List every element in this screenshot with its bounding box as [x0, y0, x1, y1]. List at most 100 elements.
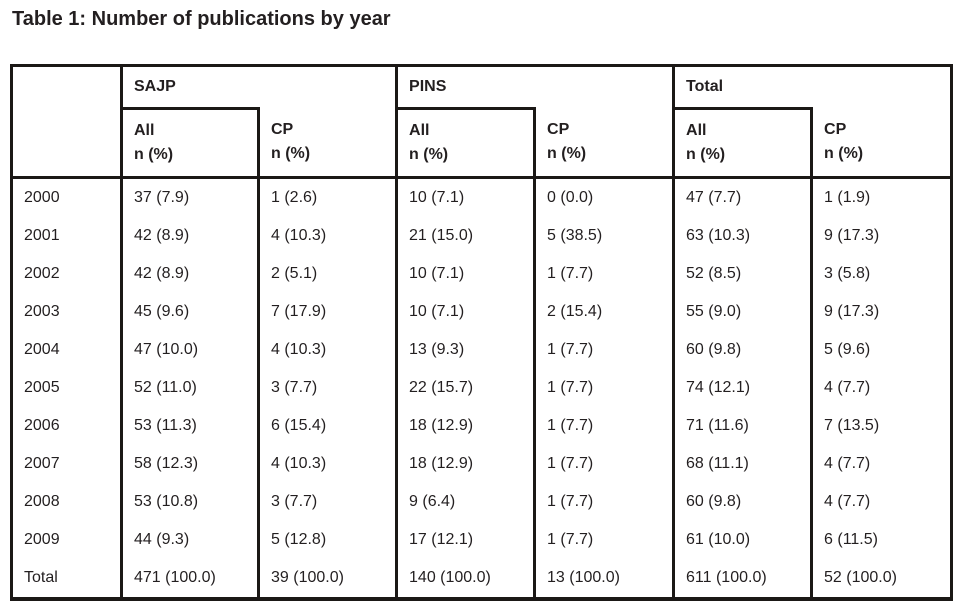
cell-total-cp: 1 (1.9) [810, 177, 952, 217]
cell-pins-all: 18 (12.9) [395, 407, 535, 445]
cell-sajp-all: 52 (11.0) [120, 369, 259, 407]
cell-total-all: 74 (12.1) [672, 369, 812, 407]
row-label-year: 2001 [24, 227, 60, 244]
cell-pins-cp: 5 (38.5) [533, 217, 674, 255]
cell-total-all: 71 (11.6) [672, 407, 812, 445]
cell-sajp-cp: 5 (12.8) [256, 521, 397, 559]
cell-sajp-all: 58 (12.3) [120, 445, 259, 483]
table-row: 2008 53 (10.8) 3 (7.7) 9 (6.4) 1 (7.7) 6… [12, 483, 952, 521]
table-row: 2005 52 (11.0) 3 (7.7) 22 (15.7) 1 (7.7)… [12, 369, 952, 407]
cell-sajp-cp: 3 (7.7) [256, 483, 397, 521]
column-group-total: Total [672, 65, 952, 109]
cell-pins-all-total: 140 (100.0) [395, 559, 535, 599]
publications-table: SAJP PINS Total All n (%) CP n (%) All n… [10, 64, 954, 601]
cell-sajp-all-total: 471 (100.0) [120, 559, 259, 599]
cell-sajp-cp: 3 (7.7) [256, 369, 397, 407]
cell-total-all: 60 (9.8) [672, 483, 812, 521]
cell-sajp-all: 53 (11.3) [120, 407, 259, 445]
cell-pins-cp-total: 13 (100.0) [533, 559, 674, 599]
subheader-total-all: All n (%) [672, 107, 812, 179]
row-label-year: 2003 [24, 303, 60, 320]
row-label-year: 2007 [24, 455, 60, 472]
cell-pins-cp: 1 (7.7) [533, 445, 674, 483]
table-row: 2001 42 (8.9) 4 (10.3) 21 (15.0) 5 (38.5… [12, 217, 952, 255]
table-row: 2007 58 (12.3) 4 (10.3) 18 (12.9) 1 (7.7… [12, 445, 952, 483]
table-body: 2000 37 (7.9) 1 (2.6) 10 (7.1) 0 (0.0) 4… [12, 177, 952, 599]
cell-pins-all: 10 (7.1) [395, 255, 535, 293]
cell-total-cp: 9 (17.3) [810, 293, 952, 331]
cell-total-cp: 9 (17.3) [810, 217, 952, 255]
table-row: 2002 42 (8.9) 2 (5.1) 10 (7.1) 1 (7.7) 5… [12, 255, 952, 293]
corner-cell [11, 65, 122, 179]
table-row-total: Total 471 (100.0) 39 (100.0) 140 (100.0)… [12, 559, 952, 599]
cell-sajp-all: 42 (8.9) [120, 255, 259, 293]
cell-total-all: 63 (10.3) [672, 217, 812, 255]
cell-sajp-all: 42 (8.9) [120, 217, 259, 255]
cell-pins-all: 22 (15.7) [395, 369, 535, 407]
cell-pins-all: 10 (7.1) [395, 293, 535, 331]
cell-sajp-all: 37 (7.9) [120, 177, 259, 217]
cell-sajp-cp: 1 (2.6) [256, 177, 397, 217]
row-label-total: Total [24, 569, 58, 586]
cell-sajp-all: 53 (10.8) [120, 483, 259, 521]
table-row: 2003 45 (9.6) 7 (17.9) 10 (7.1) 2 (15.4)… [12, 293, 952, 331]
table-title: Table 1: Number of publications by year [12, 8, 391, 30]
subheader-sajp-all: All n (%) [120, 107, 259, 179]
cell-total-cp: 3 (5.8) [810, 255, 952, 293]
row-label-year: 2004 [24, 341, 60, 358]
cell-sajp-cp: 6 (15.4) [256, 407, 397, 445]
cell-pins-cp: 1 (7.7) [533, 369, 674, 407]
cell-sajp-all: 45 (9.6) [120, 293, 259, 331]
cell-total-cp: 4 (7.7) [810, 445, 952, 483]
cell-sajp-cp: 2 (5.1) [256, 255, 397, 293]
cell-total-all: 52 (8.5) [672, 255, 812, 293]
table-row: 2009 44 (9.3) 5 (12.8) 17 (12.1) 1 (7.7)… [12, 521, 952, 559]
cell-pins-cp: 1 (7.7) [533, 407, 674, 445]
cell-total-all-total: 611 (100.0) [672, 559, 812, 599]
row-label-year: 2006 [24, 417, 60, 434]
cell-total-cp: 7 (13.5) [810, 407, 952, 445]
cell-pins-cp: 1 (7.7) [533, 331, 674, 369]
cell-total-cp-total: 52 (100.0) [810, 559, 952, 599]
subheader-sajp-cp: CP n (%) [256, 108, 397, 179]
table-row: 2006 53 (11.3) 6 (15.4) 18 (12.9) 1 (7.7… [12, 407, 952, 445]
row-label-year: 2000 [24, 189, 60, 206]
cell-total-all: 61 (10.0) [672, 521, 812, 559]
subheader-pins-cp: CP n (%) [533, 108, 674, 179]
cell-total-cp: 4 (7.7) [810, 369, 952, 407]
cell-pins-all: 21 (15.0) [395, 217, 535, 255]
table-header: SAJP PINS Total All n (%) CP n (%) All n… [11, 65, 952, 179]
cell-total-all: 68 (11.1) [672, 445, 812, 483]
cell-total-all: 60 (9.8) [672, 331, 812, 369]
subheader-total-cp: CP n (%) [810, 108, 952, 179]
cell-total-cp: 4 (7.7) [810, 483, 952, 521]
cell-total-cp: 6 (11.5) [810, 521, 952, 559]
cell-pins-cp: 1 (7.7) [533, 483, 674, 521]
cell-sajp-cp: 4 (10.3) [256, 331, 397, 369]
group-header-row: SAJP PINS Total [11, 65, 952, 179]
cell-pins-all: 13 (9.3) [395, 331, 535, 369]
subheader-row: All n (%) CP n (%) All n (%) CP n (%) Al… [12, 107, 952, 179]
cell-pins-cp: 1 (7.7) [533, 521, 674, 559]
cell-pins-cp: 2 (15.4) [533, 293, 674, 331]
cell-total-all: 55 (9.0) [672, 293, 812, 331]
cell-sajp-all: 47 (10.0) [120, 331, 259, 369]
cell-pins-all: 10 (7.1) [395, 177, 535, 217]
subheader-pins-all: All n (%) [395, 107, 535, 179]
row-label-year: 2008 [24, 493, 60, 510]
cell-sajp-cp-total: 39 (100.0) [256, 559, 397, 599]
cell-sajp-cp: 4 (10.3) [256, 445, 397, 483]
table-row: 2004 47 (10.0) 4 (10.3) 13 (9.3) 1 (7.7)… [12, 331, 952, 369]
cell-pins-all: 17 (12.1) [395, 521, 535, 559]
cell-total-cp: 5 (9.6) [810, 331, 952, 369]
cell-pins-all: 9 (6.4) [395, 483, 535, 521]
column-group-sajp: SAJP [119, 65, 397, 109]
row-label-year: 2005 [24, 379, 60, 396]
cell-pins-all: 18 (12.9) [395, 445, 535, 483]
row-label-year: 2002 [24, 265, 60, 282]
row-label-year: 2009 [24, 531, 60, 548]
cell-sajp-cp: 7 (17.9) [256, 293, 397, 331]
cell-total-all: 47 (7.7) [672, 177, 812, 217]
column-group-pins: PINS [395, 65, 674, 109]
cell-pins-cp: 0 (0.0) [533, 177, 674, 217]
